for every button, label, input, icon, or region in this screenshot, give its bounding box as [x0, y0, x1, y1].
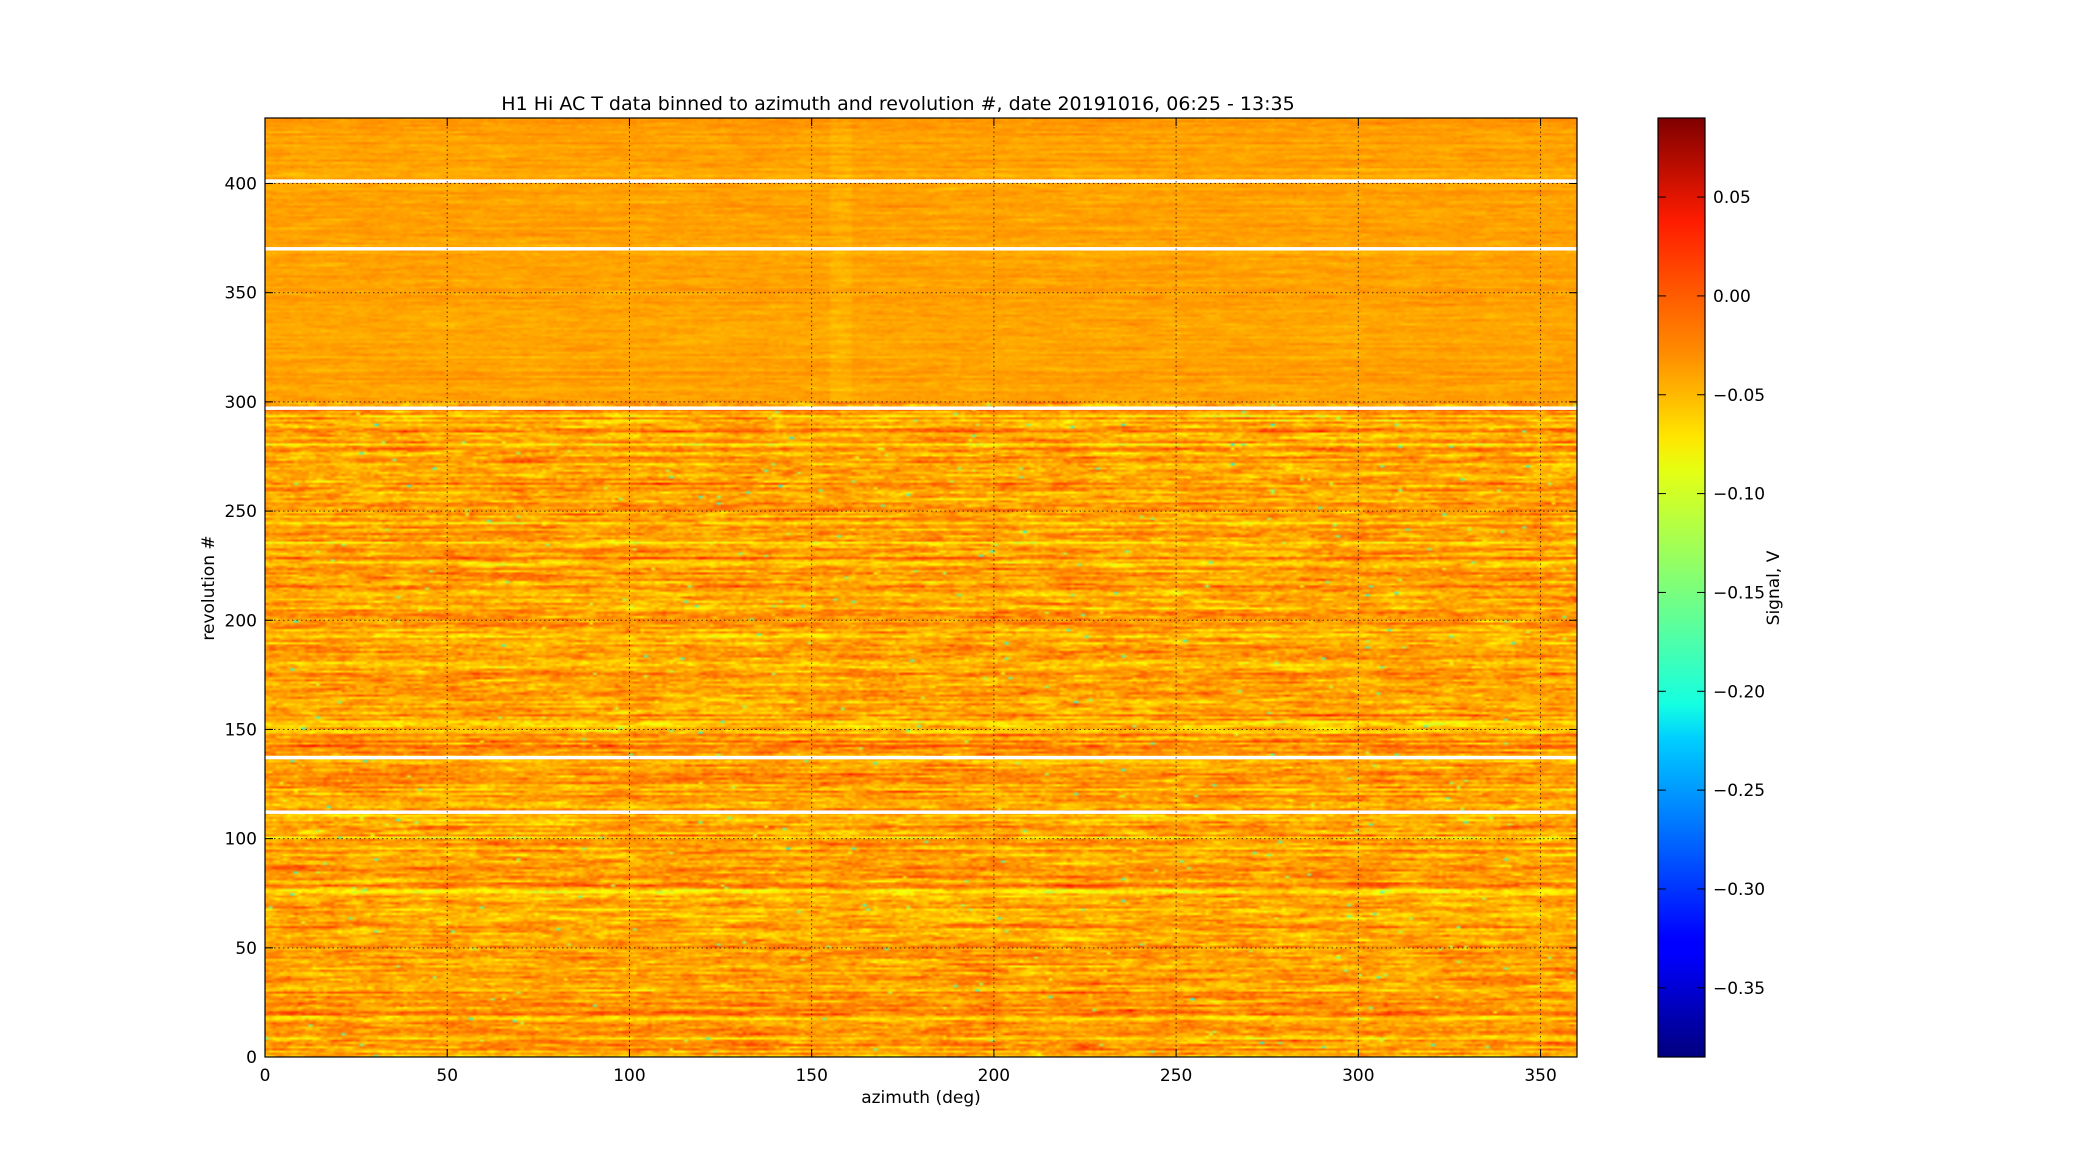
y-tick-label: 100 [225, 830, 257, 850]
y-axis: 0 50 100 150 200 250 300 350 400 [225, 175, 1577, 1068]
colorbar-label: Signal, V [1764, 550, 1784, 625]
y-tick-label: 250 [225, 502, 257, 522]
x-axis: 0 50 100 150 200 250 300 350 [260, 118, 1557, 1086]
colorbar-tick-label: 0.00 [1713, 287, 1751, 307]
x-tick-label: 250 [1160, 1066, 1192, 1086]
colorbar-gradient [1657, 117, 1706, 1058]
colorbar-tick-label: −0.35 [1713, 979, 1765, 999]
colorbar: 0.05 0.00 −0.05 −0.10 −0.15 −0.20 −0.25 −0.30 −0… [1657, 117, 1784, 1058]
plot-area: 0 50 100 150 200 250 300 350 0 50 100 150 200 250 300… [225, 117, 1578, 1086]
x-tick-label: 50 [436, 1066, 458, 1086]
colorbar-tick-label: −0.15 [1713, 583, 1765, 603]
x-tick-label: 350 [1524, 1066, 1556, 1086]
missing-row [265, 755, 1577, 760]
x-tick-label: 300 [1342, 1066, 1374, 1086]
missing-row [265, 810, 1577, 814]
missing-row [265, 179, 1577, 183]
colorbar-ticks: 0.05 0.00 −0.05 −0.10 −0.15 −0.20 −0.25 −0.30 −0… [1658, 188, 1765, 999]
x-tick-label: 200 [978, 1066, 1010, 1086]
y-tick-label: 350 [225, 284, 257, 304]
colorbar-tick-label: −0.30 [1713, 880, 1765, 900]
y-tick-label: 50 [235, 939, 257, 959]
colorbar-tick-label: −0.20 [1713, 682, 1765, 702]
heatmap-image [265, 118, 1577, 1057]
colorbar-tick-label: 0.05 [1713, 188, 1751, 208]
x-axis-label: azimuth (deg) [861, 1088, 981, 1108]
grid-lines [265, 118, 1577, 1057]
y-axis-label: revolution # [199, 535, 219, 640]
plot-frame [264, 117, 1578, 1058]
missing-row [265, 406, 1577, 410]
y-tick-label: 150 [225, 720, 257, 740]
colorbar-tick-label: −0.25 [1713, 781, 1765, 801]
x-tick-label: 0 [260, 1066, 271, 1086]
chart-title: H1 Hi AC T data binned to azimuth and re… [501, 93, 1294, 115]
colorbar-tick-label: −0.05 [1713, 386, 1765, 406]
missing-row [265, 247, 1577, 251]
x-tick-label: 150 [795, 1066, 827, 1086]
missing-revolution-rows [265, 179, 1577, 814]
colorbar-tick-label: −0.10 [1713, 485, 1765, 505]
y-tick-label: 0 [246, 1048, 257, 1068]
y-tick-label: 200 [225, 611, 257, 631]
x-tick-label: 100 [613, 1066, 645, 1086]
y-tick-label: 300 [225, 393, 257, 413]
y-tick-label: 400 [225, 175, 257, 195]
